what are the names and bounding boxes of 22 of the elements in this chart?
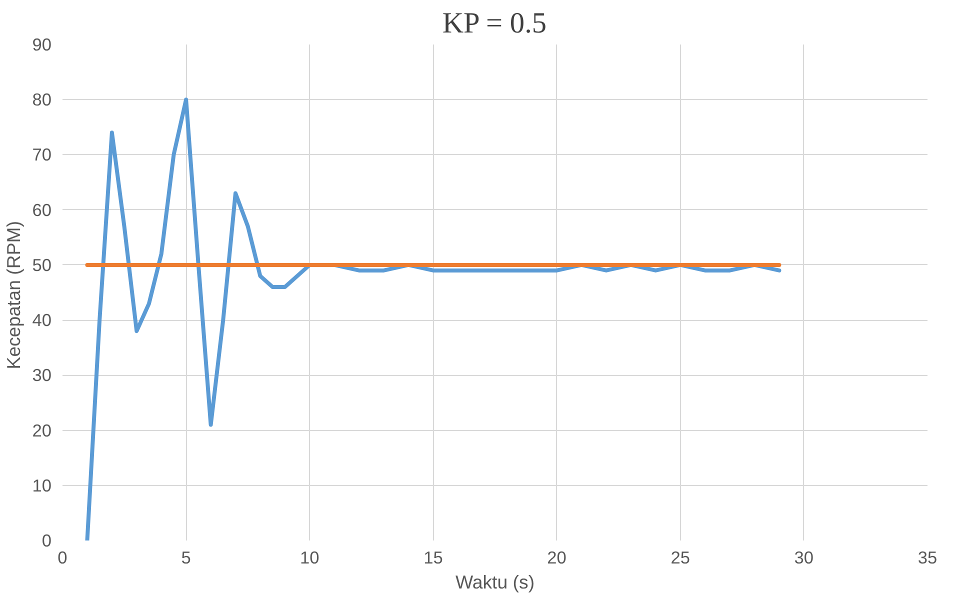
y-tick-label: 60 [32,200,52,220]
y-tick-label: 30 [32,365,52,386]
y-tick-label: 50 [32,254,52,275]
y-tick-label: 0 [42,530,52,550]
y-tick-label: 10 [32,475,52,496]
x-axis-title: Waktu (s) [455,572,535,592]
y-tick-label: 70 [32,144,52,165]
y-axis-title: Kecepatan (RPM) [3,220,24,370]
y-tick-label: 80 [32,90,52,110]
x-tick-label: 15 [424,548,443,568]
x-tick-label: 35 [918,548,938,568]
y-tick-label: 20 [32,420,52,440]
x-tick-label: 25 [670,548,690,568]
y-tick-label: 40 [32,310,52,330]
x-tick-label: 0 [58,548,68,568]
x-tick-label: 5 [181,548,191,568]
x-tick-label: 10 [300,548,320,568]
y-tick-label: 90 [32,34,52,54]
x-tick-label: 20 [547,548,566,568]
chart-title: KP = 0.5 [442,8,547,40]
x-tick-label: 30 [794,548,814,568]
line-series [85,98,782,540]
